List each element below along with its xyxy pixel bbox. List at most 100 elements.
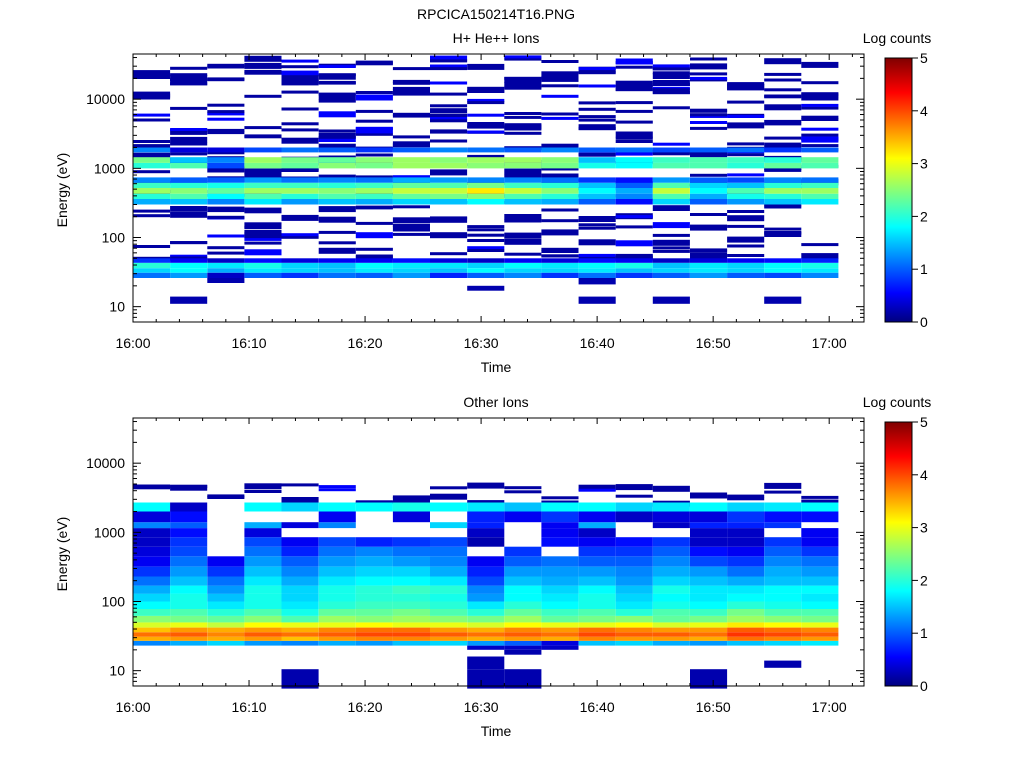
heatmap-cell — [727, 615, 765, 623]
heatmap-cell — [467, 522, 505, 529]
heatmap-cell — [541, 247, 579, 251]
heatmap-cell — [504, 268, 542, 273]
heatmap-cell — [170, 162, 208, 169]
heatmap-cell — [318, 622, 356, 628]
heatmap-cell — [615, 131, 653, 138]
heatmap-cell — [801, 157, 839, 163]
heatmap-cell — [244, 502, 282, 512]
heatmap-cell — [541, 254, 579, 258]
heatmap-cell — [244, 69, 282, 73]
heatmap-cell — [355, 94, 393, 101]
heatmap-cell — [541, 262, 579, 269]
y-ticks: 10 100 1000 10000 — [86, 57, 864, 323]
heatmap-cell — [392, 546, 430, 557]
heatmap-cell — [281, 593, 319, 602]
heatmap-cell — [504, 147, 542, 153]
heatmap-cell — [764, 632, 802, 637]
heatmap-cell — [133, 511, 171, 523]
heatmap-cell — [615, 157, 653, 163]
heatmap-cell — [727, 83, 765, 90]
heatmap-cell — [281, 627, 319, 633]
heatmap-cell — [690, 627, 728, 633]
heatmap-cell — [467, 593, 505, 602]
heatmap-cell — [467, 636, 505, 641]
heatmap-cell — [430, 216, 468, 223]
heatmap-cell — [727, 585, 765, 594]
heatmap-cell — [244, 182, 282, 188]
heatmap-cell — [764, 627, 802, 633]
heatmap-cell — [467, 130, 505, 134]
heatmap-cell — [504, 177, 542, 183]
heatmap-cell — [244, 134, 282, 138]
heatmap-cell — [578, 182, 616, 188]
heatmap-cell — [801, 272, 839, 278]
heatmap-cell — [690, 495, 728, 499]
heatmap-cell — [801, 133, 839, 137]
heatmap-cell — [504, 566, 542, 577]
heatmap-cell — [541, 511, 579, 523]
heatmap-cell — [615, 632, 653, 637]
heatmap-cell — [430, 258, 468, 263]
heatmap-cell — [652, 67, 690, 71]
y-tick-label: 10 — [109, 663, 125, 679]
heatmap-cell — [467, 511, 505, 523]
heatmap-cell — [541, 143, 579, 150]
heatmap-cell — [690, 188, 728, 194]
heatmap-cell — [615, 136, 653, 140]
heatmap-cell — [652, 296, 690, 304]
heatmap-cell — [541, 636, 579, 641]
heatmap-cell — [801, 615, 839, 623]
heatmap-cell — [652, 609, 690, 616]
heatmap-cell — [281, 258, 319, 263]
heatmap-cell — [281, 193, 319, 199]
heatmap-cell — [504, 593, 542, 602]
heatmap-cell — [504, 214, 542, 220]
heatmap-cell — [652, 199, 690, 205]
heatmap-cell — [727, 215, 765, 222]
heatmap-cell — [392, 615, 430, 623]
x-tick-label: 16:50 — [696, 335, 731, 351]
heatmap-cell — [133, 622, 171, 628]
heatmap-cell — [170, 627, 208, 633]
heatmap-cell — [318, 155, 356, 159]
heatmap-cell — [392, 556, 430, 567]
heatmap-cell — [690, 268, 728, 273]
colorbar-tick-label: 3 — [920, 520, 928, 536]
heatmap-cell — [207, 151, 245, 155]
heatmap-cell — [578, 502, 616, 512]
heatmap-cell — [504, 232, 542, 239]
heatmap-cell — [207, 278, 245, 283]
heatmap-cell — [801, 127, 839, 131]
heatmap-cell — [727, 82, 765, 86]
heatmap-cell — [615, 585, 653, 594]
heatmap-cell — [244, 576, 282, 586]
heatmap-cell — [578, 118, 616, 122]
heatmap-cell — [578, 253, 616, 257]
heatmap-cell — [578, 566, 616, 577]
colorbar-tick-label: 2 — [920, 572, 928, 588]
heatmap-cell — [541, 272, 579, 278]
heatmap-cell — [690, 622, 728, 628]
heatmap-cell — [244, 615, 282, 623]
heatmap-cell — [727, 566, 765, 577]
heatmap-cell — [727, 640, 765, 646]
heatmap-cell — [430, 169, 468, 176]
heatmap-cell — [727, 576, 765, 586]
heatmap-cell — [318, 593, 356, 602]
heatmap-cell — [430, 615, 468, 623]
heatmap-cell — [615, 593, 653, 602]
heatmap-cell — [690, 193, 728, 199]
heatmap-cell — [281, 233, 319, 237]
heatmap-cell — [392, 175, 430, 179]
heatmap-cell — [652, 162, 690, 169]
heatmap-cell — [467, 601, 505, 609]
heatmap-cell — [355, 119, 393, 123]
heatmap-cell — [504, 627, 542, 633]
heatmap-cell — [578, 107, 616, 111]
heatmap-cell — [578, 258, 616, 263]
heatmap-cell — [318, 199, 356, 205]
heatmap-cell — [207, 234, 245, 238]
heatmap-cell — [764, 636, 802, 641]
heatmap-cell — [578, 601, 616, 609]
heatmap-cell — [281, 497, 319, 503]
